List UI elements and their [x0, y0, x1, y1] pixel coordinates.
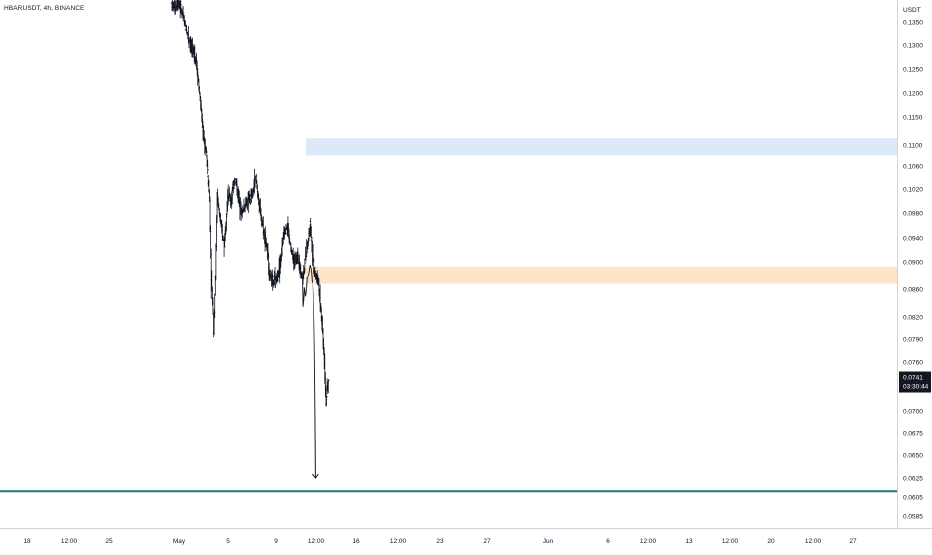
- time-tick-label: 16: [352, 538, 360, 545]
- symbol-label: HBARUSDT, 4h, BINANCE: [4, 5, 85, 12]
- time-tick-label: 27: [849, 538, 857, 545]
- candle: [288, 237, 291, 243]
- price-tick-label: 0.0900: [903, 260, 923, 267]
- candle: [327, 379, 330, 394]
- price-axis[interactable]: USDT 0.1350 0.1300 0.1250 0.1200 0.1150 0.1100…: [903, 7, 923, 521]
- axes-layer: [0, 0, 932, 529]
- price-tick-label: 0.0980: [903, 211, 923, 218]
- projection-arrowhead: [312, 473, 319, 479]
- price-tick-label: 0.0585: [903, 514, 923, 521]
- price-tick-label: 0.0940: [903, 236, 923, 243]
- price-tick-label: 0.1150: [903, 115, 923, 122]
- price-tick-label: 0.0700: [903, 409, 923, 416]
- time-tick-label: May: [173, 538, 186, 545]
- projection-path: [301, 264, 316, 479]
- price-tick-label: 0.1100: [903, 143, 923, 150]
- time-tick-label: 5: [226, 538, 230, 545]
- support-zone: [306, 266, 897, 284]
- projection-layer: [301, 264, 319, 479]
- time-tick-label: 12:00: [308, 538, 325, 545]
- last-price-badge: 0.0741 03:30:44: [899, 371, 931, 393]
- candle: [243, 203, 247, 213]
- candle: [215, 214, 218, 252]
- candle: [325, 395, 328, 406]
- time-tick-label: 12:00: [722, 538, 739, 545]
- price-axis-unit: USDT: [903, 7, 921, 14]
- time-tick-label: Jun: [543, 538, 554, 545]
- price-tick-label: 0.1060: [903, 164, 923, 171]
- bar-countdown-label: 03:30:44: [903, 384, 929, 391]
- price-tick-label: 0.0760: [903, 360, 923, 367]
- candle: [231, 186, 234, 205]
- price-tick-label: 0.0650: [903, 453, 923, 460]
- price-tick-label: 0.0675: [903, 431, 923, 438]
- candle: [217, 197, 220, 209]
- candle: [213, 294, 216, 319]
- time-tick-label: 12:00: [805, 538, 822, 545]
- candle: [225, 213, 228, 232]
- time-tick-label: 13: [685, 538, 693, 545]
- candle: [287, 229, 291, 244]
- candle: [206, 159, 209, 175]
- time-tick-label: 6: [606, 538, 610, 545]
- price-tick-label: 0.1250: [903, 67, 923, 74]
- time-tick-label: 23: [436, 538, 444, 545]
- price-tick-label: 0.0625: [903, 476, 923, 483]
- price-tick-label: 0.0820: [903, 315, 923, 322]
- time-tick-label: 18: [23, 538, 31, 545]
- price-tick-label: 0.1200: [903, 91, 923, 98]
- last-price-badge-box: [899, 371, 931, 393]
- price-tick-label: 0.0790: [903, 337, 923, 344]
- candle: [271, 269, 274, 291]
- time-tick-label: 12:00: [390, 538, 407, 545]
- candles-layer: [170, 0, 330, 407]
- time-tick-label: 12:00: [640, 538, 657, 545]
- candle: [211, 297, 215, 314]
- resistance-zone: [306, 138, 897, 156]
- price-tick-label: 0.1350: [903, 20, 923, 27]
- candle: [296, 247, 300, 265]
- zones-layer: [306, 138, 897, 284]
- time-tick-label: 9: [274, 538, 278, 545]
- time-tick-label: 27: [483, 538, 491, 545]
- candle: [293, 251, 297, 269]
- candle: [303, 258, 307, 274]
- time-axis[interactable]: 18 12:00 25 May 5 9 12:00 16 12:00 23 27 Jun 6 12:00 1…: [23, 538, 857, 545]
- time-tick-label: 25: [105, 538, 113, 545]
- last-price-label: 0.0741: [903, 375, 923, 382]
- time-tick-label: 12:00: [61, 538, 78, 545]
- candle: [205, 147, 208, 154]
- price-tick-label: 0.1020: [903, 187, 923, 194]
- price-tick-label: 0.1300: [903, 43, 923, 50]
- time-tick-label: 20: [767, 538, 775, 545]
- price-tick-label: 0.0605: [903, 495, 923, 502]
- price-tick-label: 0.0860: [903, 287, 923, 294]
